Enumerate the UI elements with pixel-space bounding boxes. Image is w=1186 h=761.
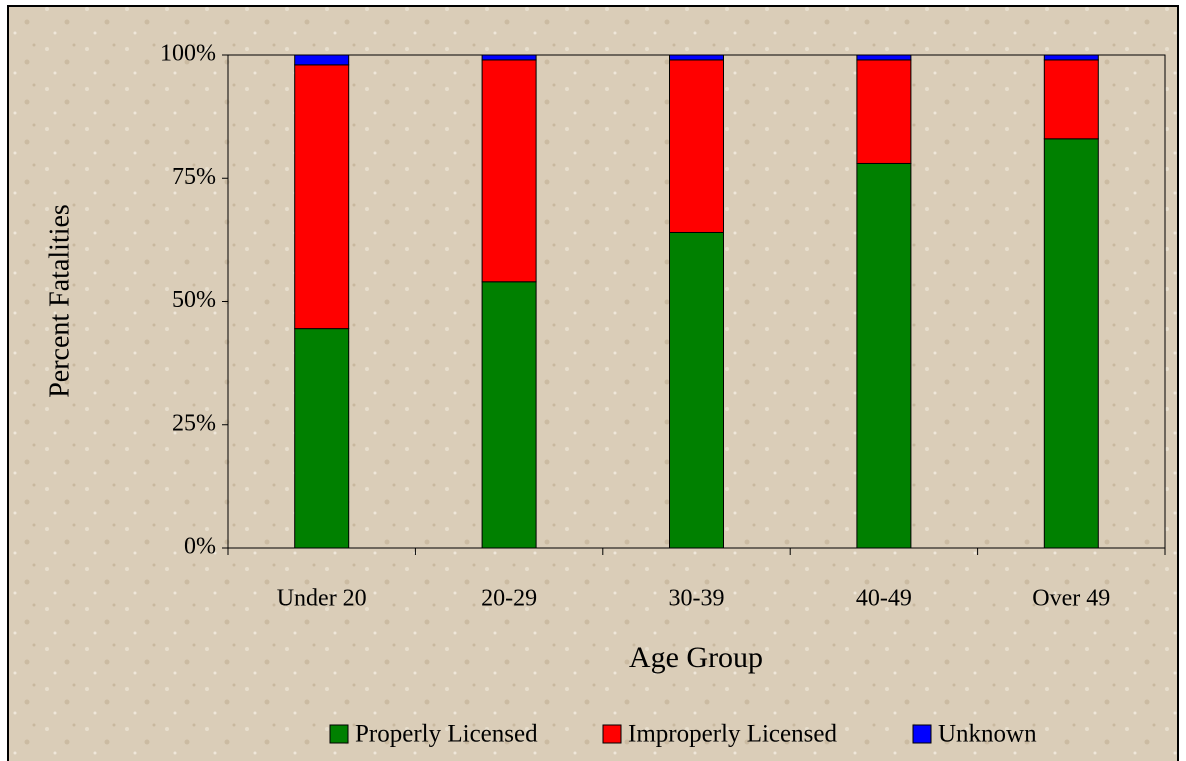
background	[7, 5, 1179, 761]
x-axis-title: Age Group	[629, 641, 763, 674]
bar-segment	[294, 64, 350, 330]
legend-swatch	[602, 724, 622, 744]
bar-segment	[669, 59, 724, 233]
bar-segment	[481, 59, 537, 283]
bar-segment	[856, 162, 912, 549]
y-tick-label: 100%	[160, 41, 216, 67]
x-tick-label: Under 20	[277, 586, 367, 612]
legend-swatch	[329, 724, 349, 744]
bar-segment	[294, 328, 350, 549]
x-tick-label: Over 49	[1032, 586, 1110, 612]
bar-segment	[1043, 54, 1099, 61]
legend-label: Improperly Licensed	[628, 721, 837, 748]
legend-label: Properly Licensed	[355, 721, 538, 748]
bar-segment	[1043, 59, 1099, 140]
legend-label: Unknown	[938, 721, 1037, 748]
x-tick-label: 40-49	[856, 586, 912, 612]
y-tick-label: 50%	[172, 287, 216, 313]
bar-segment	[856, 54, 912, 61]
bar-segment	[294, 54, 350, 66]
y-axis-title: Percent Fatalities	[44, 204, 75, 398]
bar-segment	[669, 54, 724, 61]
x-tick-label: 20-29	[481, 586, 537, 612]
bar-segment	[1043, 138, 1099, 549]
bar-segment	[669, 231, 724, 549]
y-tick-label: 25%	[172, 410, 216, 436]
x-tick-label: 30-39	[669, 586, 725, 612]
y-tick-label: 75%	[172, 164, 216, 190]
y-tick-label: 0%	[184, 534, 216, 560]
bar-segment	[481, 54, 537, 61]
legend-swatch	[912, 724, 932, 744]
bar-segment	[856, 59, 912, 164]
bar-segment	[481, 281, 537, 549]
